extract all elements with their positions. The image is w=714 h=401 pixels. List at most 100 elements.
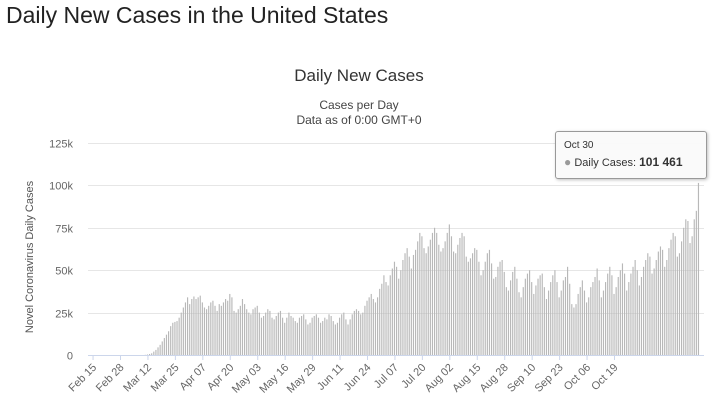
bar bbox=[655, 260, 657, 355]
bar bbox=[408, 256, 410, 355]
bar bbox=[330, 315, 332, 355]
bar bbox=[448, 224, 450, 355]
bar bbox=[476, 249, 478, 355]
bar bbox=[526, 273, 529, 355]
bar bbox=[398, 278, 400, 355]
bar bbox=[520, 297, 522, 355]
bar bbox=[320, 322, 322, 355]
bar bbox=[486, 253, 488, 355]
bar bbox=[231, 297, 233, 355]
bar bbox=[279, 310, 282, 355]
bar bbox=[607, 273, 609, 355]
bar bbox=[244, 304, 246, 355]
bar bbox=[296, 322, 298, 355]
x-tick-label: Mar 25 bbox=[149, 362, 182, 395]
bar bbox=[461, 232, 463, 355]
bar bbox=[501, 260, 503, 355]
bar bbox=[581, 280, 583, 355]
x-tick-label: Aug 02 bbox=[423, 362, 456, 395]
bar bbox=[328, 314, 330, 355]
bar bbox=[400, 270, 402, 355]
bar bbox=[208, 305, 210, 355]
bar bbox=[524, 278, 526, 355]
bar bbox=[484, 261, 486, 355]
tooltip-series-label: Daily Cases bbox=[574, 157, 633, 169]
bar bbox=[216, 310, 218, 355]
x-tick-label: May 03 bbox=[230, 362, 264, 396]
bar bbox=[499, 261, 501, 355]
bar bbox=[239, 305, 241, 355]
bar bbox=[628, 282, 630, 355]
bar bbox=[427, 246, 429, 355]
bar bbox=[286, 317, 288, 355]
bar bbox=[613, 293, 615, 355]
bar bbox=[277, 312, 279, 355]
bar bbox=[691, 236, 693, 355]
x-tick-label: Jun 11 bbox=[315, 362, 346, 393]
bar bbox=[548, 290, 550, 355]
chart-title: Daily New Cases bbox=[294, 66, 423, 85]
bar bbox=[687, 221, 689, 355]
bar bbox=[636, 270, 638, 355]
bar bbox=[586, 302, 588, 355]
bar bbox=[389, 275, 391, 355]
bar bbox=[453, 251, 455, 355]
bar bbox=[195, 299, 197, 355]
bar bbox=[326, 319, 328, 355]
bar bbox=[412, 254, 415, 355]
bar bbox=[206, 309, 208, 355]
bar bbox=[374, 302, 377, 355]
bar bbox=[324, 317, 326, 355]
bar bbox=[410, 268, 412, 355]
x-tick-label: Oct 06 bbox=[562, 362, 593, 393]
bar bbox=[149, 353, 151, 355]
tooltip-date: Oct 30 bbox=[564, 140, 594, 151]
bar bbox=[347, 324, 349, 355]
bar bbox=[311, 317, 313, 355]
bar bbox=[497, 266, 499, 355]
bar bbox=[647, 253, 649, 355]
bar bbox=[146, 354, 149, 355]
bar bbox=[510, 280, 512, 355]
bar bbox=[543, 287, 545, 355]
bar bbox=[467, 261, 469, 355]
bar bbox=[626, 290, 628, 355]
bar bbox=[434, 227, 436, 355]
bar bbox=[695, 210, 697, 355]
bar bbox=[653, 268, 655, 355]
bar bbox=[531, 282, 533, 355]
x-tick-label: Oct 19 bbox=[589, 362, 620, 393]
bar bbox=[529, 270, 531, 355]
bar bbox=[465, 256, 467, 355]
bar bbox=[605, 282, 607, 355]
bar bbox=[577, 293, 579, 355]
series-marker-icon: ● bbox=[564, 155, 572, 169]
bar bbox=[170, 326, 172, 355]
bar bbox=[358, 310, 360, 355]
bar bbox=[282, 317, 284, 355]
bar bbox=[248, 312, 250, 355]
bar bbox=[292, 317, 294, 355]
data-tooltip: Oct 30 ● Daily Cases: 101 461 bbox=[555, 131, 707, 179]
bar bbox=[366, 300, 368, 355]
bar bbox=[662, 249, 664, 355]
bar bbox=[290, 315, 292, 355]
bar bbox=[381, 283, 383, 355]
chart-subtitle-line-2: Data as of 0:00 GMT+0 bbox=[296, 113, 421, 127]
y-tick-label: 125k bbox=[49, 139, 73, 151]
bar bbox=[552, 275, 554, 355]
bar bbox=[495, 276, 497, 355]
bar bbox=[159, 344, 161, 355]
bar bbox=[558, 297, 560, 355]
bar bbox=[349, 319, 351, 355]
bar bbox=[537, 278, 539, 355]
x-tick-label: May 29 bbox=[285, 362, 319, 396]
bar bbox=[383, 275, 385, 355]
bar bbox=[225, 299, 227, 355]
bar bbox=[425, 253, 427, 355]
bar bbox=[645, 260, 647, 355]
bar bbox=[353, 310, 355, 355]
bar bbox=[199, 295, 201, 355]
bar bbox=[189, 304, 191, 355]
y-axis-ticks: 0 25k 50k 75k 100k 125k bbox=[49, 139, 73, 363]
